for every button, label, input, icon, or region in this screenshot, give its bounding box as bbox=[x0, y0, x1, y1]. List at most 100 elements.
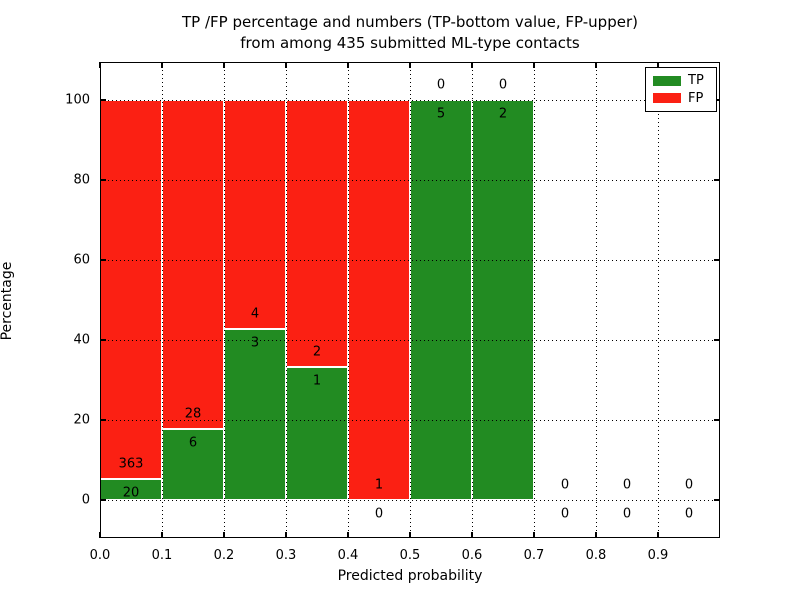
y-tick-label: 80 bbox=[73, 172, 90, 188]
x-tick-mark bbox=[161, 532, 163, 538]
chart-title-line-2: from among 435 submitted ML-type contact… bbox=[240, 34, 580, 52]
fp-count-label: 1 bbox=[374, 477, 384, 493]
tp-legend-label: TP bbox=[688, 73, 704, 89]
y-tick-label: 0 bbox=[81, 492, 90, 508]
y-tick-mark bbox=[100, 259, 106, 261]
x-tick-mark bbox=[471, 62, 473, 68]
x-axis-label: Predicted probability bbox=[337, 568, 483, 584]
fp-count-label: 4 bbox=[250, 306, 260, 322]
vertical-gridline bbox=[409, 62, 411, 538]
tp-count-label: 0 bbox=[374, 506, 384, 522]
fp-legend-label: FP bbox=[688, 90, 704, 106]
y-tick-mark bbox=[714, 259, 720, 261]
bar-segment-tp bbox=[224, 328, 286, 500]
vertical-gridline bbox=[595, 62, 597, 538]
x-tick-label: 0.8 bbox=[585, 548, 607, 563]
y-tick-mark bbox=[714, 179, 720, 181]
x-tick-label: 0.0 bbox=[89, 548, 111, 563]
fp-count-label: 2 bbox=[312, 344, 322, 360]
x-tick-label: 0.2 bbox=[213, 548, 235, 563]
tp-count-label: 5 bbox=[436, 106, 446, 122]
tp-count-label: 0 bbox=[684, 506, 694, 522]
y-tick-mark bbox=[100, 339, 106, 341]
vertical-gridline bbox=[223, 62, 225, 538]
chart-title: TP /FP percentage and numbers (TP-bottom… bbox=[100, 12, 720, 54]
y-tick-label: 60 bbox=[73, 252, 90, 268]
vertical-gridline bbox=[657, 62, 659, 538]
x-tick-label: 0.7 bbox=[523, 548, 545, 563]
y-axis-label: Percentage bbox=[0, 261, 15, 341]
x-tick-mark bbox=[99, 62, 101, 68]
y-tick-label: 100 bbox=[65, 92, 90, 108]
bar-segment-tp bbox=[472, 100, 534, 500]
y-tick-label: 40 bbox=[73, 332, 90, 348]
fp-count-label: 0 bbox=[498, 77, 508, 93]
x-tick-mark bbox=[285, 532, 287, 538]
x-tick-mark bbox=[161, 62, 163, 68]
x-tick-mark bbox=[471, 532, 473, 538]
fp-legend-swatch bbox=[653, 93, 681, 104]
x-tick-label: 0.3 bbox=[275, 548, 297, 563]
x-tick-mark bbox=[533, 62, 535, 68]
x-tick-mark bbox=[409, 532, 411, 538]
tp-count-label: 2 bbox=[498, 106, 508, 122]
tp-legend-swatch bbox=[653, 75, 681, 86]
bar-segment-tp bbox=[286, 366, 348, 500]
vertical-gridline bbox=[533, 62, 535, 538]
bar-segment-fp bbox=[100, 100, 162, 480]
x-tick-mark bbox=[657, 532, 659, 538]
bar-segment-fp bbox=[348, 100, 410, 500]
x-tick-mark bbox=[657, 62, 659, 68]
x-tick-label: 0.4 bbox=[337, 548, 359, 563]
y-tick-mark bbox=[714, 419, 720, 421]
y-tick-mark bbox=[100, 499, 106, 501]
x-tick-label: 0.5 bbox=[399, 548, 421, 563]
vertical-gridline bbox=[161, 62, 163, 538]
fp-count-label: 363 bbox=[118, 456, 144, 472]
bar-segment-tp bbox=[162, 429, 224, 500]
y-tick-mark bbox=[714, 339, 720, 341]
legend: TP FP bbox=[645, 67, 717, 112]
y-tick-mark bbox=[100, 419, 106, 421]
x-tick-mark bbox=[223, 532, 225, 538]
fp-count-label: 0 bbox=[436, 77, 446, 93]
chart-title-line-1: TP /FP percentage and numbers (TP-bottom… bbox=[182, 13, 638, 31]
bar-segment-tp bbox=[410, 100, 472, 500]
x-tick-label: 0.6 bbox=[461, 548, 483, 563]
x-tick-mark bbox=[409, 62, 411, 68]
bar-segment-fp bbox=[162, 100, 224, 430]
bar-segment-fp bbox=[286, 100, 348, 367]
vertical-gridline bbox=[471, 62, 473, 538]
fp-count-label: 28 bbox=[184, 406, 202, 422]
tp-count-label: 0 bbox=[622, 506, 632, 522]
x-tick-mark bbox=[595, 62, 597, 68]
fp-count-label: 0 bbox=[684, 477, 694, 493]
tp-count-label: 3 bbox=[250, 335, 260, 351]
y-tick-label: 20 bbox=[73, 412, 90, 428]
y-tick-mark bbox=[714, 99, 720, 101]
y-tick-mark bbox=[100, 179, 106, 181]
x-tick-mark bbox=[347, 62, 349, 68]
x-tick-mark bbox=[99, 532, 101, 538]
x-tick-label: 0.1 bbox=[151, 548, 173, 563]
x-tick-mark bbox=[347, 532, 349, 538]
tp-count-label: 6 bbox=[188, 435, 198, 451]
legend-item-tp: TP bbox=[653, 74, 709, 87]
tp-count-label: 1 bbox=[312, 373, 322, 389]
x-tick-mark bbox=[223, 62, 225, 68]
bar-segment-fp bbox=[224, 100, 286, 329]
x-tick-mark bbox=[285, 62, 287, 68]
legend-item-fp: FP bbox=[653, 92, 709, 105]
y-tick-mark bbox=[714, 499, 720, 501]
plot-area: 363 20 28 6 4 3 2 1 1 0 0 5 0 2 0 0 0 0 0 0 bbox=[99, 62, 720, 538]
y-tick-mark bbox=[100, 99, 106, 101]
tp-count-label: 0 bbox=[560, 506, 570, 522]
x-tick-label: 0.9 bbox=[647, 548, 669, 563]
fp-count-label: 0 bbox=[560, 477, 570, 493]
x-tick-mark bbox=[595, 532, 597, 538]
x-tick-mark bbox=[533, 532, 535, 538]
vertical-gridline bbox=[285, 62, 287, 538]
fp-count-label: 0 bbox=[622, 477, 632, 493]
vertical-gridline bbox=[347, 62, 349, 538]
